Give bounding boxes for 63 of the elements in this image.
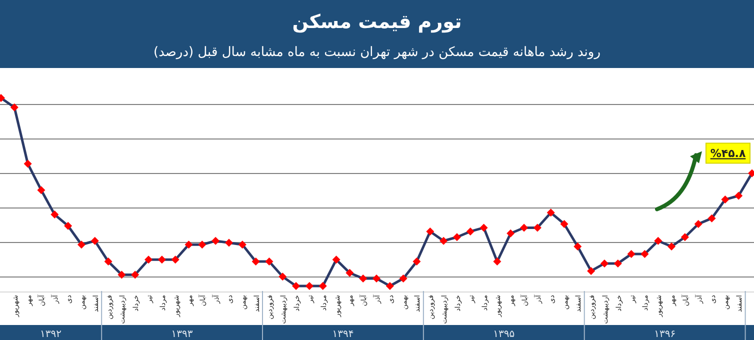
point bbox=[466, 227, 474, 236]
point bbox=[399, 274, 408, 282]
point bbox=[332, 256, 340, 264]
text: ۱۳۹۳ bbox=[171, 329, 194, 340]
text: ۱۳۹۶ bbox=[654, 329, 676, 340]
point bbox=[50, 210, 59, 219]
chart-title: تورم قیمت مسکن bbox=[292, 11, 462, 33]
annotation: %۴۵.۸ bbox=[710, 147, 746, 160]
point bbox=[305, 282, 314, 290]
point bbox=[171, 256, 180, 264]
point bbox=[386, 282, 394, 290]
point bbox=[600, 259, 608, 268]
point bbox=[546, 208, 555, 217]
point bbox=[680, 233, 689, 242]
point bbox=[440, 236, 448, 245]
point bbox=[104, 258, 112, 266]
point bbox=[493, 258, 502, 266]
point bbox=[346, 268, 354, 277]
chart-subtitle: روند رشد ماهانه قیمت مسکن در شهر تهران نسبت به ماه مشابه سال قبل (درصد) bbox=[154, 45, 600, 60]
text: ۱۳۹۴ bbox=[332, 329, 354, 340]
point bbox=[654, 236, 662, 245]
point bbox=[614, 259, 622, 268]
point bbox=[734, 192, 743, 200]
point bbox=[131, 270, 140, 279]
point bbox=[265, 258, 274, 266]
point bbox=[721, 196, 730, 204]
point bbox=[10, 103, 18, 112]
point bbox=[627, 250, 636, 258]
point bbox=[37, 186, 46, 194]
point bbox=[144, 256, 153, 264]
point bbox=[426, 227, 434, 236]
point bbox=[238, 240, 246, 249]
point bbox=[224, 238, 233, 247]
point bbox=[520, 224, 528, 232]
point bbox=[77, 240, 86, 249]
point bbox=[587, 266, 596, 275]
point bbox=[118, 270, 126, 279]
point bbox=[506, 229, 515, 238]
point bbox=[640, 250, 649, 258]
point bbox=[480, 224, 488, 232]
point bbox=[560, 220, 568, 228]
point bbox=[708, 214, 716, 222]
point bbox=[158, 256, 166, 264]
point bbox=[412, 258, 421, 266]
point bbox=[533, 224, 542, 232]
point bbox=[318, 282, 327, 290]
text: ۱۳۹۲ bbox=[40, 329, 62, 340]
point bbox=[278, 272, 287, 281]
point bbox=[574, 242, 582, 251]
point bbox=[452, 233, 461, 242]
point bbox=[184, 240, 193, 249]
point bbox=[212, 236, 220, 245]
point bbox=[64, 222, 72, 230]
point bbox=[359, 274, 368, 282]
point bbox=[668, 242, 676, 251]
point bbox=[372, 274, 380, 282]
point bbox=[90, 236, 99, 245]
point bbox=[292, 282, 300, 290]
text: ۱۳۹۵ bbox=[493, 329, 515, 340]
point bbox=[694, 220, 702, 228]
point bbox=[24, 160, 32, 168]
point bbox=[198, 240, 206, 249]
point bbox=[252, 258, 260, 266]
